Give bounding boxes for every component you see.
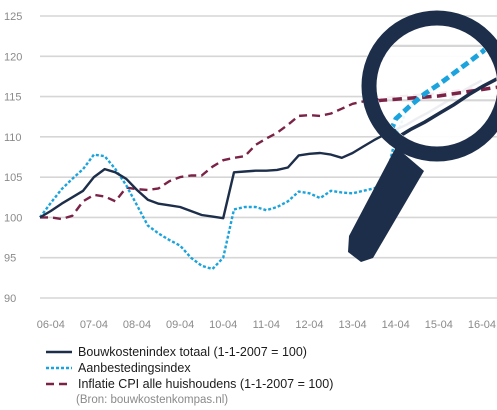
y-tick-label: 115 [4,92,22,104]
legend-label: Inflatie CPI alle huishoudens (1-1-2007 … [78,377,334,391]
legend-item-inflatie: Inflatie CPI alle huishoudens (1-1-2007 … [46,376,486,392]
legend-key-dotted [46,366,72,370]
y-tick-label: 125 [4,11,22,23]
x-tick-label: 15-04 [425,319,453,331]
x-tick-label: 08-04 [123,319,151,331]
magnifier-handle [348,147,424,262]
source-note: (Bron: bouwkostenkompas.nl) [76,394,229,406]
legend-key-solid [46,350,72,354]
magnifier-icon [348,10,497,262]
y-tick-label: 100 [4,212,22,224]
legend-item-bouwkosten: Bouwkostenindex totaal (1-1-2007 = 100) [46,344,486,360]
x-tick-label: 11-04 [253,319,280,331]
legend-item-aanbesteding: Aanbestedingsindex [46,360,486,376]
magnified-series-1 [377,33,497,146]
y-tick-label: 105 [4,172,22,184]
y-tick-label: 120 [4,51,22,63]
x-tick-label: 09-04 [166,319,194,331]
legend-key-dashed [46,382,72,386]
y-tick-label: 110 [4,132,22,144]
x-tick-label: 07-04 [80,319,108,331]
x-tick-label: 10-04 [209,319,237,331]
x-tick-labels: 06-04 07-04 08-04 09-04 10-04 11-04 12-04 13-04… [37,319,496,331]
x-tick-label: 14-04 [382,319,410,331]
legend-label: Bouwkostenindex totaal (1-1-2007 = 100) [78,345,307,359]
x-tick-label: 16-04 [468,319,496,331]
magnifier-rim [361,10,497,162]
legend: Bouwkostenindex totaal (1-1-2007 = 100) … [46,344,486,392]
y-tick-label: 90 [4,293,16,305]
line-chart: 90 95 100 105 110 115 120 125 06-04 07-04 08-04 09… [4,10,497,331]
x-tick-label: 13-04 [339,319,367,331]
y-tick-labels: 90 95 100 105 110 115 120 125 [4,11,22,305]
x-tick-label: 12-04 [295,319,323,331]
magnified-series-2 [377,85,497,146]
legend-label: Aanbestedingsindex [78,361,191,375]
x-tick-label: 06-04 [37,319,65,331]
series-line-2 [40,85,483,221]
y-tick-label: 95 [4,253,16,265]
